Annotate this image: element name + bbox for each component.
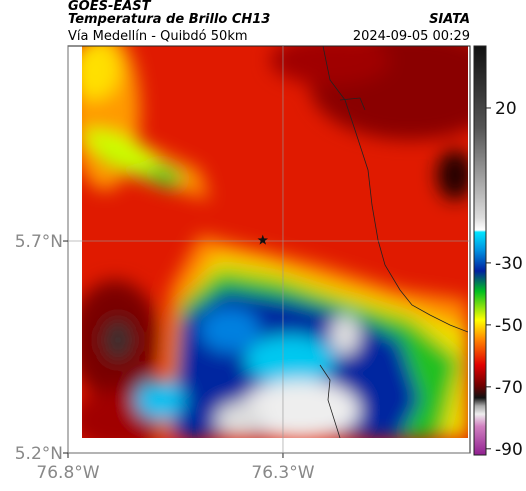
colorbar-tick-label: 20 — [495, 99, 517, 119]
timestamp: 2024-09-05 00:29 — [353, 29, 470, 44]
colorbar — [473, 45, 487, 456]
location-marker — [257, 234, 268, 245]
colorbar-tick-label: -30 — [495, 254, 523, 274]
brightness-temperature-field — [82, 46, 468, 438]
y-tick-label: 5.7°N — [15, 232, 63, 252]
colorbar-tick-label: -90 — [495, 440, 523, 460]
organization: SIATA — [429, 12, 470, 27]
title: Temperatura de Brillo CH13 — [68, 12, 270, 27]
colorbar-tick-label: -70 — [495, 378, 523, 398]
axes: 76.8°W 76.3°W 5.2°N 5.7°N 20 -30 -50 -70 -90 — [15, 46, 523, 483]
colorbar-tick-label: -50 — [495, 316, 523, 336]
source: GOES-EAST — [68, 0, 152, 14]
x-tick-label: 76.8°W — [36, 463, 99, 483]
x-tick-label: 76.3°W — [251, 463, 314, 483]
y-tick-label: 5.2°N — [15, 444, 63, 464]
subtitle: Vía Medellín - Quibdó 50km — [68, 29, 248, 44]
